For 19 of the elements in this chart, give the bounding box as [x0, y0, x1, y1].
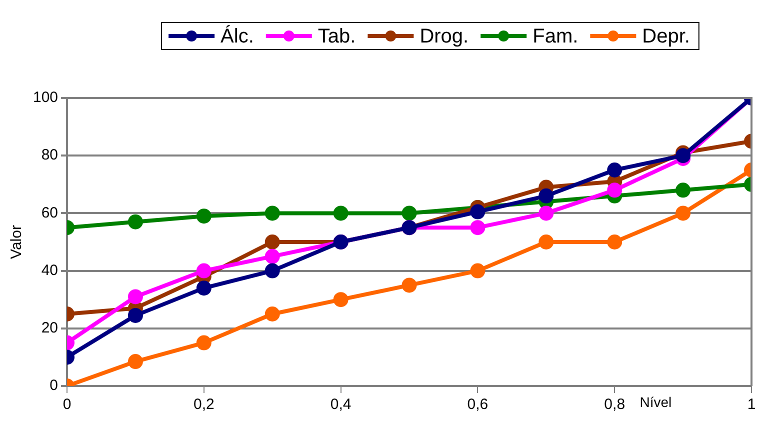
x-tick-label: 1 — [747, 396, 756, 414]
legend-label: Drog. — [420, 26, 469, 48]
legend-label: Depr. — [642, 26, 690, 48]
x-tick-label: 0,6 — [467, 396, 488, 414]
x-tick-label: 0,8 — [604, 396, 626, 414]
x-tick-label: 0,4 — [330, 396, 352, 414]
y-tick-label: 0 — [50, 377, 58, 394]
x-tick-label: 0 — [62, 396, 72, 414]
y-tick-label: 80 — [41, 146, 58, 164]
y-tick-label: 40 — [41, 262, 58, 279]
y-tick-label: 60 — [41, 204, 58, 222]
y-axis-title: Valor — [8, 225, 26, 259]
legend-label: Fam. — [532, 26, 578, 48]
legend-label: Álc. — [220, 24, 254, 48]
y-tick-label: 20 — [41, 320, 58, 337]
x-tick-label: 0,2 — [193, 396, 214, 414]
y-tick-label: 100 — [32, 89, 58, 106]
x-axis-title: Nível — [640, 394, 672, 410]
legend-label: Tab. — [318, 26, 356, 48]
